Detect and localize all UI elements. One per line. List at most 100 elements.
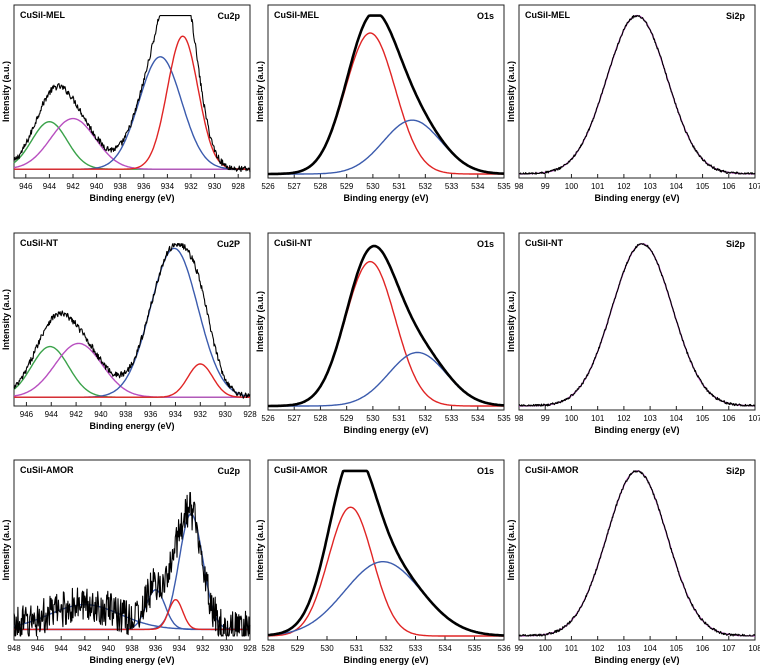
- fit-curve-fit: [519, 243, 756, 407]
- x-tick-label: 940: [94, 410, 108, 419]
- x-tick-label: 534: [471, 182, 485, 191]
- x-tick-label: 535: [497, 414, 511, 423]
- x-tick-label: 934: [173, 644, 187, 653]
- sample-label: CuSil-AMOR: [525, 465, 579, 475]
- x-tick-label: 530: [366, 414, 380, 423]
- x-axis-title: Binding energy (eV): [594, 425, 679, 435]
- plot-frame: [267, 232, 505, 411]
- x-tick-label: 528: [314, 414, 328, 423]
- x-tick-label: 532: [419, 414, 433, 423]
- x-tick-label: 527: [288, 182, 302, 191]
- x-tick-label: 530: [320, 644, 334, 653]
- chart-panel-nt-o1s: CuSil-NT O1s Intensity (a.u.) Binding energ…: [255, 232, 511, 435]
- x-axis-title: Binding energy (eV): [343, 655, 428, 665]
- sample-label: CuSil-NT: [525, 238, 563, 248]
- x-tick-label: 104: [670, 414, 684, 423]
- x-tick-label: 944: [45, 410, 59, 419]
- x-tick-label: 930: [220, 644, 234, 653]
- fit-curve-peak-2: [14, 35, 250, 170]
- y-axis-title: Intensity (a.u.): [1, 289, 11, 350]
- fit-curve-component-1: [268, 32, 504, 175]
- x-tick-label: 932: [196, 644, 210, 653]
- x-axis-title: Binding energy (eV): [594, 655, 679, 665]
- plot-frame: [13, 232, 251, 407]
- x-tick-label: 532: [379, 644, 393, 653]
- x-tick-label: 938: [114, 182, 128, 191]
- x-tick-label: 100: [565, 182, 579, 191]
- x-tick-label: 944: [55, 644, 69, 653]
- x-tick-label: 103: [643, 182, 657, 191]
- x-tick-label: 531: [392, 414, 406, 423]
- x-tick-label: 101: [591, 182, 605, 191]
- x-tick-label: 944: [43, 182, 57, 191]
- y-axis-title: Intensity (a.u.): [255, 291, 265, 352]
- chart-panel-amor-o1s: CuSil-AMOR O1s Intensity (a.u.) Binding ene…: [255, 459, 511, 665]
- sample-label: CuSil-AMOR: [20, 465, 74, 475]
- experimental-spectrum: [13, 243, 251, 399]
- x-tick-label: 946: [31, 644, 45, 653]
- core-level-label: O1s: [477, 466, 494, 476]
- plot-frame: [13, 4, 251, 179]
- fit-curve-component-1: [268, 260, 504, 407]
- x-tick-label: 104: [670, 182, 684, 191]
- x-tick-label: 533: [445, 182, 459, 191]
- experimental-spectrum: [267, 14, 505, 176]
- x-tick-label: 106: [722, 182, 736, 191]
- x-tick-label: 106: [722, 414, 736, 423]
- fit-curve-satellite-2: [13, 117, 250, 170]
- sample-label: CuSil-AMOR: [274, 465, 328, 475]
- x-tick-label: 535: [497, 182, 511, 191]
- x-tick-label: 936: [137, 182, 151, 191]
- x-axis-title: Binding energy (eV): [89, 655, 174, 665]
- x-tick-label: 529: [340, 182, 354, 191]
- sample-label: CuSil-MEL: [525, 10, 570, 20]
- x-tick-label: 105: [670, 644, 684, 653]
- x-tick-label: 102: [591, 644, 605, 653]
- x-tick-label: 527: [288, 414, 302, 423]
- x-tick-label: 934: [161, 182, 175, 191]
- x-tick-label: 534: [471, 414, 485, 423]
- x-tick-label: 529: [291, 644, 305, 653]
- experimental-spectrum: [518, 470, 756, 637]
- x-tick-label: 531: [350, 644, 364, 653]
- x-tick-label: 103: [617, 644, 631, 653]
- x-tick-label: 100: [565, 414, 579, 423]
- x-tick-label: 942: [69, 410, 83, 419]
- y-axis-title: Intensity (a.u.): [255, 61, 265, 122]
- x-tick-label: 101: [565, 644, 579, 653]
- x-tick-label: 928: [232, 182, 246, 191]
- x-tick-label: 107: [748, 414, 760, 423]
- fit-curve-satellite-1: [13, 120, 250, 170]
- plot-frame: [267, 4, 505, 179]
- x-tick-label: 930: [208, 182, 222, 191]
- plot-frame: [518, 459, 756, 641]
- core-level-label: Si2p: [726, 11, 746, 21]
- x-tick-label: 930: [218, 410, 232, 419]
- x-tick-label: 536: [497, 644, 511, 653]
- x-tick-label: 534: [438, 644, 452, 653]
- chart-panel-amor-cu2p: CuSil-AMOR Cu2p Intensity (a.u.) Binding en…: [1, 459, 257, 665]
- core-level-label: O1s: [477, 11, 494, 21]
- x-tick-label: 100: [539, 644, 553, 653]
- plot-frame: [518, 4, 756, 179]
- x-tick-label: 104: [643, 644, 657, 653]
- x-tick-label: 99: [515, 644, 524, 653]
- chart-panel-nt-cu2p: CuSil-NT Cu2P Intensity (a.u.) Binding ener…: [1, 232, 257, 431]
- chart-panel-mel-cu2p: CuSil-MEL Cu2p Intensity (a.u.) Binding ene…: [1, 4, 251, 203]
- core-level-label: Cu2p: [218, 466, 241, 476]
- core-level-label: Si2p: [726, 239, 746, 249]
- x-tick-label: 938: [119, 410, 133, 419]
- sample-label: CuSil-MEL: [274, 10, 319, 20]
- x-axis-title: Binding energy (eV): [89, 193, 174, 203]
- x-tick-label: 946: [19, 182, 33, 191]
- x-tick-label: 940: [102, 644, 116, 653]
- x-axis-title: Binding energy (eV): [594, 193, 679, 203]
- x-axis-title: Binding energy (eV): [89, 421, 174, 431]
- fit-curve-component-2: [268, 351, 505, 407]
- chart-panel-mel-si2p: CuSil-MEL Si2p Intensity (a.u.) Binding ene…: [506, 4, 760, 203]
- y-axis-title: Intensity (a.u.): [1, 61, 11, 122]
- x-tick-label: 932: [194, 410, 208, 419]
- sample-label: CuSil-NT: [20, 238, 58, 248]
- y-axis-title: Intensity (a.u.): [506, 61, 516, 122]
